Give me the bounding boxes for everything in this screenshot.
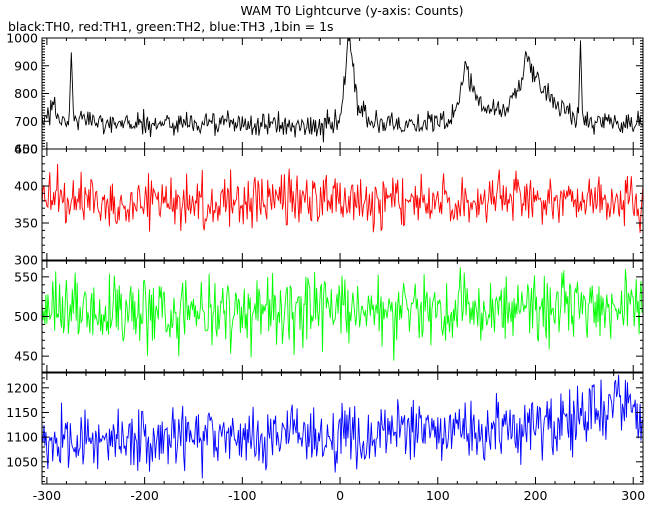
y-tick-label: 900 — [14, 58, 38, 73]
panel-th3: 1050 1100 1150 1200 — [6, 372, 644, 485]
y-tick-label: 700 — [14, 114, 38, 129]
chart-title: WAM T0 Lightcurve (y-axis: Counts) — [240, 3, 463, 18]
y-tick-label: 350 — [14, 216, 38, 231]
x-tick-label: 200 — [524, 488, 548, 503]
y-tick-label: 1150 — [6, 405, 38, 420]
y-tick-label: 550 — [14, 269, 38, 284]
panel-frame — [41, 37, 644, 150]
x-tick-label: 0 — [336, 488, 344, 503]
panel-th0: 600 700 800 900 1000 — [6, 31, 644, 157]
x-tick-label: -200 — [130, 488, 158, 503]
y-tick-label: 500 — [14, 309, 38, 324]
y-tick-label: 450 — [14, 142, 38, 157]
x-tick-label: -300 — [33, 488, 61, 503]
y-tick-label: 800 — [14, 86, 38, 101]
y-tick-label: 400 — [14, 179, 38, 194]
y-tick-label: 600 — [14, 142, 38, 157]
panel-th1: 300 350 400 450 — [14, 142, 644, 268]
series-line-th0 — [42, 38, 643, 143]
y-tick-label: 450 — [14, 349, 38, 364]
panel-th2: 450 500 550 — [14, 260, 644, 373]
y-tick-label: 1000 — [6, 31, 38, 46]
panel-frame — [41, 372, 644, 485]
series-line-th3 — [42, 374, 643, 479]
series-line-th1 — [42, 163, 643, 233]
y-tick-label: 300 — [14, 253, 38, 268]
y-tick-label: 1200 — [6, 380, 38, 395]
y-tick-label: 1050 — [6, 454, 38, 469]
panel-frame — [41, 148, 644, 261]
x-tick-label: -100 — [228, 488, 256, 503]
x-tick-label: 300 — [621, 488, 645, 503]
x-tick-label: 100 — [426, 488, 450, 503]
chart-subtitle: black:TH0, red:TH1, green:TH2, blue:TH3 … — [8, 19, 334, 34]
x-axis: -300 -200 -100 0 100 200 300 — [33, 488, 646, 503]
panels: 600 700 800 900 1000 300 350 400 450 450 500 550 105… — [6, 31, 644, 485]
series-line-th2 — [42, 267, 643, 361]
y-tick-label: 1100 — [6, 430, 38, 445]
